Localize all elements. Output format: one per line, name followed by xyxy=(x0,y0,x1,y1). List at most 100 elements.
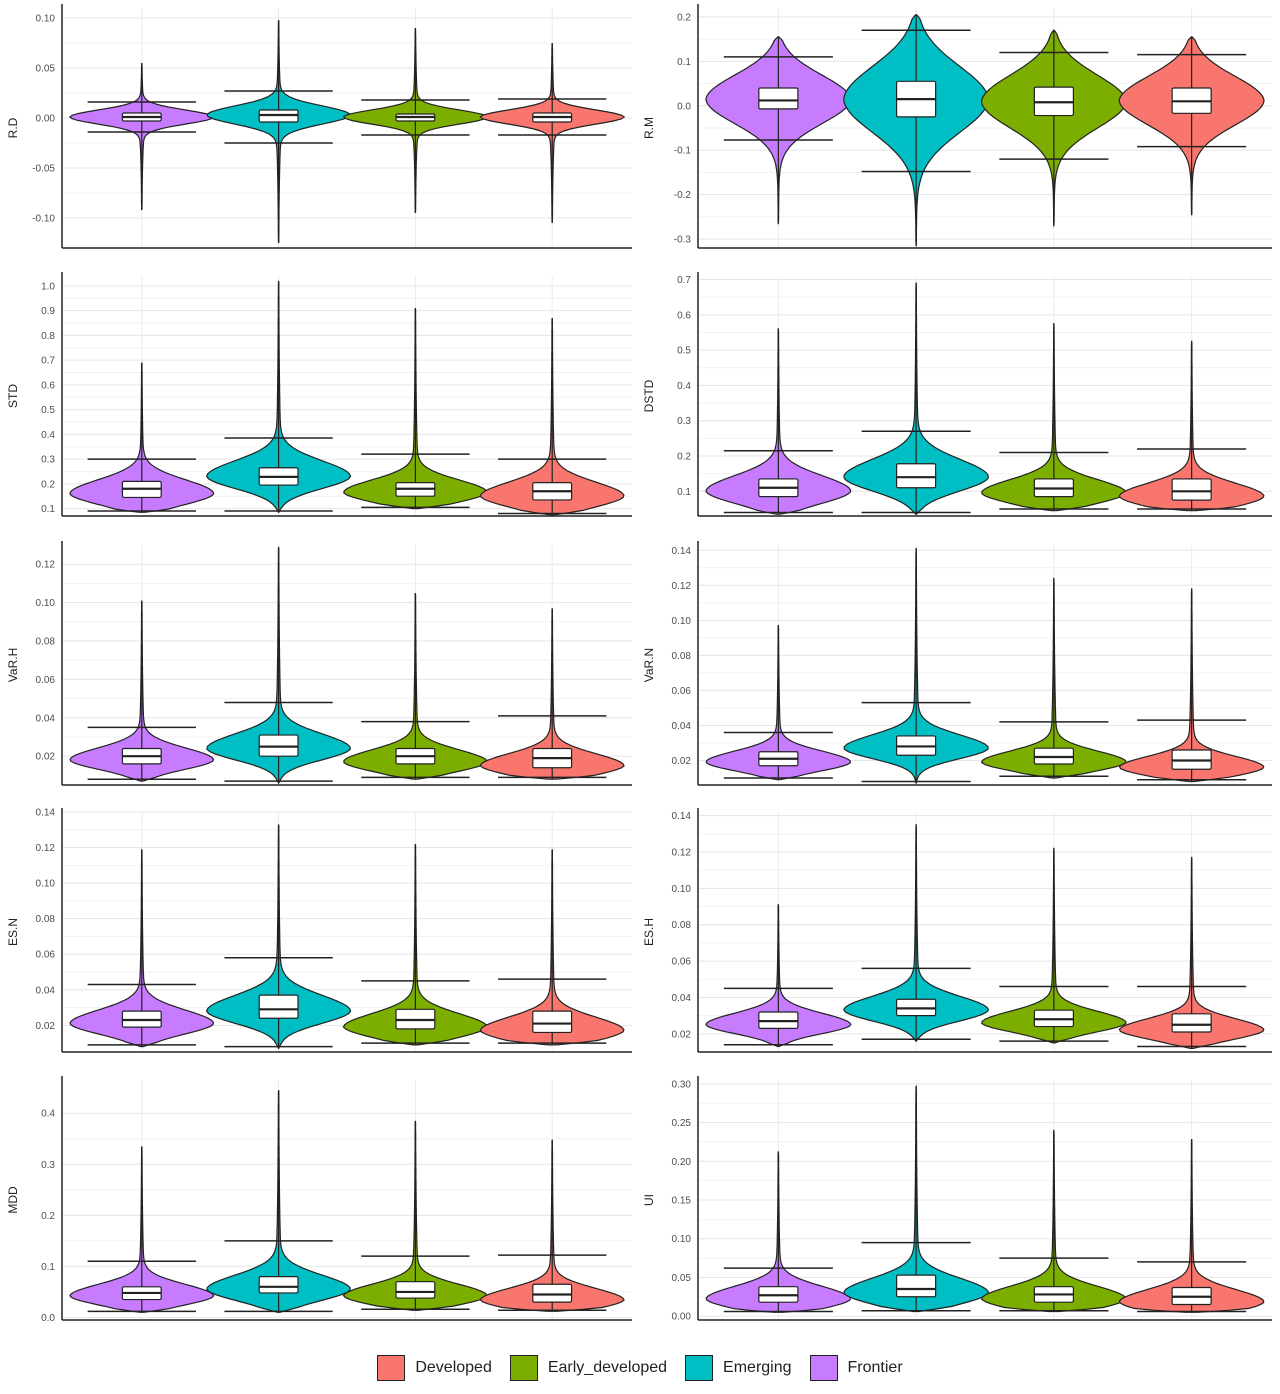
violin-developed xyxy=(479,1139,625,1312)
legend-label: Developed xyxy=(415,1359,492,1376)
y-tick-label: 0.08 xyxy=(672,651,692,662)
y-tick-label: 0.0 xyxy=(41,1313,55,1324)
y-axis-label: VaR.N xyxy=(642,648,656,682)
violin-emerging xyxy=(843,14,990,247)
y-tick-label: 0.10 xyxy=(672,616,692,627)
violin-emerging xyxy=(843,1085,989,1313)
y-tick-label: 0.02 xyxy=(36,1021,56,1032)
violin-developed xyxy=(1118,340,1265,512)
violin-developed xyxy=(479,42,626,224)
y-tick-label: 0.4 xyxy=(41,430,55,441)
legend-label: Frontier xyxy=(847,1359,903,1376)
iqr-box xyxy=(395,1281,436,1299)
y-tick-label: 0.10 xyxy=(36,879,56,890)
y-tick-label: 0.14 xyxy=(36,808,56,819)
violin-developed xyxy=(479,849,625,1046)
violin-early-developed xyxy=(343,592,488,780)
violin-early-developed xyxy=(980,29,1127,227)
violin-frontier xyxy=(69,849,215,1048)
y-tick-label: 0.14 xyxy=(672,546,692,557)
violin-developed xyxy=(479,608,625,780)
y-axis-label: R.D xyxy=(6,117,20,138)
violin-frontier xyxy=(69,362,215,513)
y-tick-label: 0.05 xyxy=(36,64,56,75)
legend-key xyxy=(377,1355,406,1381)
y-tick-label: -0.1 xyxy=(674,146,692,157)
y-tick-label: 0.8 xyxy=(41,331,55,342)
violin-early-developed xyxy=(981,323,1127,512)
violin-developed xyxy=(1118,856,1265,1049)
violin-frontier xyxy=(705,36,852,225)
legend-label: Early_developed xyxy=(547,1359,668,1376)
iqr-box xyxy=(1171,1013,1212,1033)
violin-early-developed xyxy=(342,1120,489,1311)
legend-key xyxy=(685,1355,714,1381)
panel-dstd: 0.1 0.2 0.3 0.4 0.5 0.6 0.7 DSTD xyxy=(642,272,1272,517)
violin-frontier xyxy=(69,600,215,782)
y-axis-label: VaR.H xyxy=(6,648,20,682)
y-tick-label: 0.05 xyxy=(672,1273,692,1284)
panel-r-m: -0.3 -0.2 -0.1 0.0 0.1 0.2 R.M xyxy=(642,4,1272,249)
panel-es-n: 0.02 0.04 0.06 0.08 0.10 0.12 0.14 ES.N xyxy=(6,808,632,1053)
y-tick-label: 0.2 xyxy=(677,452,691,463)
iqr-box xyxy=(532,1283,573,1303)
iqr-box xyxy=(758,87,799,110)
y-tick-label: 0.1 xyxy=(677,487,691,498)
y-tick-label: 1.0 xyxy=(41,281,55,292)
y-tick-label: 0.1 xyxy=(41,504,55,515)
panel-r-d: -0.10 -0.05 0.00 0.05 0.10 R.D xyxy=(6,4,632,249)
iqr-box xyxy=(258,1275,299,1294)
violin-frontier xyxy=(705,328,852,515)
violin-early-developed xyxy=(342,27,488,214)
y-tick-label: 0.1 xyxy=(41,1262,55,1273)
y-tick-label: 0.3 xyxy=(41,455,55,466)
violin-emerging xyxy=(843,547,989,784)
y-tick-label: 0.4 xyxy=(677,381,691,392)
y-axis-label: R.M xyxy=(642,117,656,139)
violin-frontier xyxy=(705,625,852,781)
y-tick-label: -0.10 xyxy=(32,214,55,225)
y-tick-label: 0.02 xyxy=(36,752,56,763)
y-axis-label: UI xyxy=(642,1194,656,1206)
iqr-box xyxy=(896,463,937,489)
panel-var-h: 0.02 0.04 0.06 0.08 0.10 0.12 VaR.H xyxy=(6,541,632,786)
y-tick-label: 0.3 xyxy=(41,1160,55,1171)
panel-std: 0.1 0.2 0.3 0.4 0.5 0.6 0.7 0.8 0.9 1.0 STD xyxy=(6,272,632,517)
y-tick-label: -0.05 xyxy=(32,164,55,175)
y-tick-label: 0.12 xyxy=(36,843,56,854)
y-tick-label: 0.2 xyxy=(41,479,55,490)
y-tick-label: 0.10 xyxy=(36,14,56,25)
iqr-box xyxy=(896,1274,937,1298)
violin-emerging xyxy=(205,824,352,1049)
violin-frontier xyxy=(69,1146,215,1313)
y-tick-label: 0.12 xyxy=(672,581,692,592)
violin-developed xyxy=(1119,1139,1265,1313)
y-tick-label: 0.12 xyxy=(672,848,692,859)
violin-early-developed xyxy=(343,308,488,510)
y-tick-label: 0.6 xyxy=(41,380,55,391)
violin-early-developed xyxy=(342,843,489,1046)
y-tick-label: 0.15 xyxy=(672,1196,692,1207)
y-tick-label: 0.08 xyxy=(36,914,56,925)
y-tick-label: 0.2 xyxy=(677,12,691,23)
panel-es-h: 0.02 0.04 0.06 0.08 0.10 0.12 0.14 ES.H xyxy=(642,808,1272,1053)
violin-chart-grid: -0.10 -0.05 0.00 0.05 0.10 R.D -0.3 -0.2 -0.1 0.0… xyxy=(6,4,1272,1324)
y-tick-label: 0.10 xyxy=(672,1234,692,1245)
y-tick-label: 0.5 xyxy=(677,346,691,357)
y-tick-label: 0.06 xyxy=(36,675,56,686)
y-tick-label: 0.04 xyxy=(36,985,56,996)
violin-emerging xyxy=(843,282,989,515)
y-tick-label: 0.06 xyxy=(672,957,692,968)
legend-item-frontier: Frontier xyxy=(809,1355,903,1381)
y-tick-label: 0.30 xyxy=(672,1079,692,1090)
y-tick-label: 0.04 xyxy=(36,713,56,724)
panel-mdd: 0.0 0.1 0.2 0.3 0.4 MDD xyxy=(6,1076,632,1324)
y-tick-label: 0.06 xyxy=(36,950,56,961)
legend-label: Emerging xyxy=(723,1359,792,1376)
violin-emerging xyxy=(205,280,352,513)
legend-key xyxy=(509,1355,538,1381)
y-tick-label: -0.3 xyxy=(674,235,692,246)
violin-emerging xyxy=(206,19,351,244)
y-axis-label: ES.N xyxy=(6,918,20,946)
violin-developed xyxy=(1118,588,1265,783)
